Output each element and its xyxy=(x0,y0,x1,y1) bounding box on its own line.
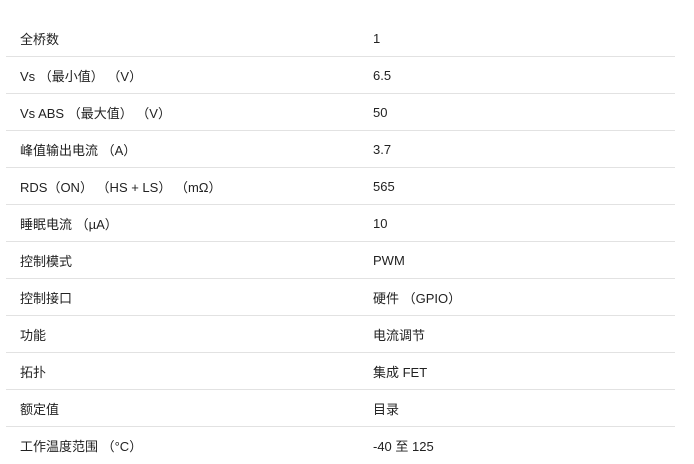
parameter-value: 3.7 xyxy=(373,130,675,168)
parameter-value: 1 xyxy=(373,20,675,57)
table-row: 控制模式 PWM xyxy=(6,241,675,279)
parameter-label: 拓扑 xyxy=(6,352,373,390)
parameter-label: 睡眠电流 （µA） xyxy=(6,204,373,242)
table-row: Vs （最小值） （V） 6.5 xyxy=(6,56,675,94)
table-row: 额定值 目录 xyxy=(6,389,675,427)
parameter-label: 控制接口 xyxy=(6,278,373,316)
parameter-value: 565 xyxy=(373,167,675,205)
parameter-label: 额定值 xyxy=(6,389,373,427)
table-row: 全桥数 1 xyxy=(6,20,675,57)
parameter-value: 目录 xyxy=(373,389,675,427)
table-row: Vs ABS （最大值） （V） 50 xyxy=(6,93,675,131)
table-row: 睡眠电流 （µA） 10 xyxy=(6,204,675,242)
parameter-label: RDS（ON） （HS + LS） （mΩ） xyxy=(6,167,373,205)
table-row: 控制接口 硬件 （GPIO） xyxy=(6,278,675,316)
parameter-value: 50 xyxy=(373,93,675,131)
parameter-table: 全桥数 1 Vs （最小值） （V） 6.5 Vs ABS （最大值） （V） 50 峰值输… xyxy=(6,20,675,463)
parameter-label: 工作温度范围 （°C） xyxy=(20,438,143,454)
table-row: 拓扑 集成 FET xyxy=(6,352,675,390)
parameter-label: Vs ABS （最大值） （V） xyxy=(6,93,373,131)
table-row: 功能 电流调节 xyxy=(6,315,675,353)
table-row: 峰值输出电流 （A） 3.7 xyxy=(6,130,675,168)
parameter-value: 电流调节 xyxy=(373,315,675,353)
parameter-label: 控制模式 xyxy=(6,241,373,279)
parameter-value: -40 至 125 xyxy=(373,438,434,454)
parameter-value: 集成 FET xyxy=(373,352,675,390)
parameter-label: 功能 xyxy=(6,315,373,353)
table-row: RDS（ON） （HS + LS） （mΩ） 565 xyxy=(6,167,675,205)
parameter-value: 10 xyxy=(373,204,675,242)
parameter-label: Vs （最小值） （V） xyxy=(6,56,373,94)
parameter-value: PWM xyxy=(373,241,675,279)
parameter-value: 硬件 （GPIO） xyxy=(373,278,675,316)
parameter-label: 全桥数 xyxy=(6,20,373,57)
parameter-value: 6.5 xyxy=(373,56,675,94)
table-row: 工作温度范围 （°C） -40 至 125 xyxy=(6,427,675,464)
parameter-label: 峰值输出电流 （A） xyxy=(6,130,373,168)
